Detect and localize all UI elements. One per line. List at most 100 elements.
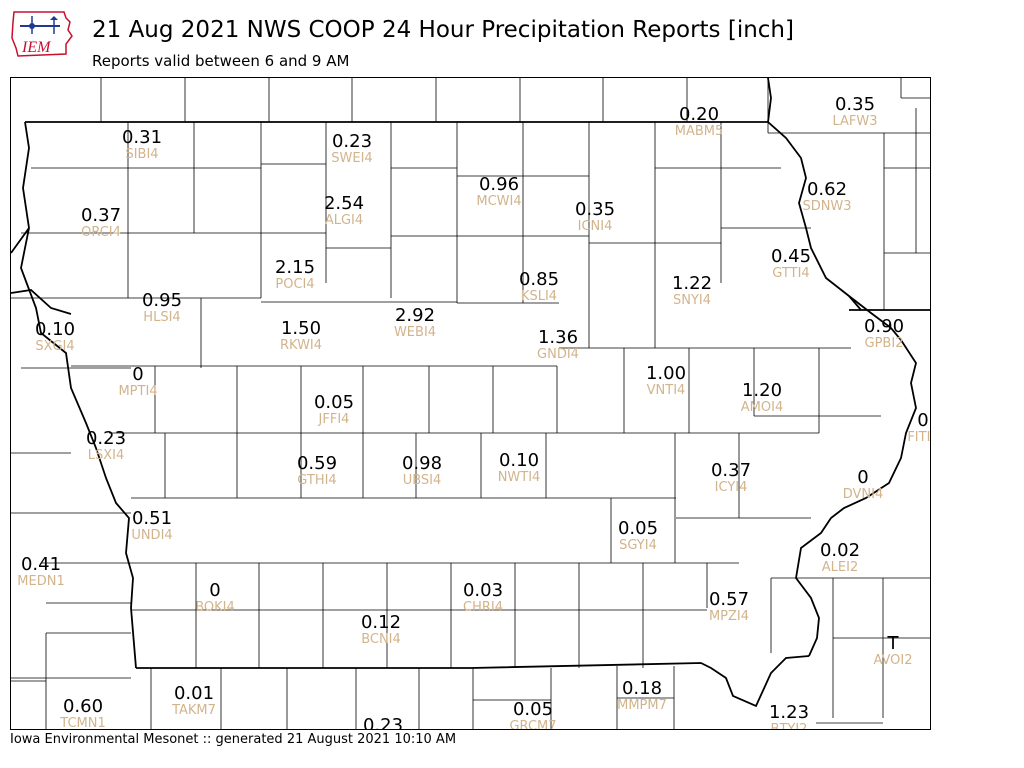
station-value: 0.35 <box>574 199 616 220</box>
station-value: 2.92 <box>394 305 436 326</box>
station-FITI2: 0 FITI2 <box>907 411 931 445</box>
station-id: JFFI4 <box>318 412 350 427</box>
station-TAKM7: 0.01 TAKM7 <box>172 684 216 718</box>
station-GPBI2: 0.90 GPBI2 <box>864 317 904 351</box>
station-UNDI4: 0.51 UNDI4 <box>131 509 172 543</box>
station-id: MCWI4 <box>476 194 522 209</box>
station-id: GRCM7 <box>509 719 557 730</box>
station-value: 0.45 <box>770 246 812 267</box>
station-SDNW3: 0.62 SDNW3 <box>802 180 851 214</box>
station-ORCI4: 0.37 ORCI4 <box>81 206 121 240</box>
station-id: GPBI2 <box>864 336 904 351</box>
station-id: VNTI4 <box>646 383 686 398</box>
iowa-logo-icon: IEM <box>11 11 73 57</box>
iem-logo: IEM <box>10 8 74 62</box>
station-POCI4: 2.15 POCI4 <box>275 258 315 292</box>
station-value: 2.54 <box>323 193 365 214</box>
station-id: UBSI4 <box>402 473 442 488</box>
station-BTYI2: 1.23 BTYI2 <box>769 703 809 730</box>
station-id: AMOI4 <box>740 400 784 415</box>
station-value: 0.05 <box>617 518 659 539</box>
station-id: CHRI4 <box>462 600 503 615</box>
station-value: 0.02 <box>819 540 861 561</box>
station-value: 0.96 <box>478 174 520 195</box>
station-value: 0.23 <box>331 131 373 152</box>
station-MPZI4: 0.57 MPZI4 <box>709 590 749 624</box>
station-id: SDNW3 <box>802 199 852 214</box>
station-value: 0.20 <box>678 104 720 125</box>
station-MEDN1: 0.41 MEDN1 <box>17 555 64 589</box>
station-BOKI4: 0 BOKI4 <box>195 581 235 615</box>
station-id: SIBI4 <box>125 147 159 162</box>
station-id: BTYI2 <box>770 722 808 730</box>
station-value: 0.57 <box>708 589 750 610</box>
station-ICNI4: 0.35 ICNI4 <box>575 200 615 234</box>
station-value: 0.01 <box>173 683 215 704</box>
station-TCMN1: 0.60 TCMN1 <box>60 697 105 730</box>
station-id: FITI2 <box>907 430 931 445</box>
station-GTHI4: 0.59 GTHI4 <box>297 454 337 488</box>
station-id: MABM5 <box>674 124 724 139</box>
station-BETM7: 0.23 BETM7 <box>361 716 406 730</box>
station-id: GTHI4 <box>297 473 337 488</box>
station-SNYI4: 1.22 SNYI4 <box>672 274 712 308</box>
station-id: SXGI4 <box>35 339 75 354</box>
station-id: ORCI4 <box>81 225 121 240</box>
station-id: BCNI4 <box>361 632 401 647</box>
station-value: 0 <box>132 364 144 385</box>
station-value: 0.03 <box>462 580 504 601</box>
station-value: 0.51 <box>131 508 173 529</box>
state-boundaries <box>11 78 930 708</box>
station-value: 1.50 <box>280 318 322 339</box>
station-MPTI4: 0 MPTI4 <box>118 365 157 399</box>
precipitation-map: 0.31 SIBI4 0.23 SWEI4 0.20 MABM5 0.35 LA… <box>10 77 931 730</box>
station-value: 0.59 <box>296 453 338 474</box>
station-value: 1.36 <box>537 327 579 348</box>
station-value: 0.37 <box>80 205 122 226</box>
station-id: LAFW3 <box>832 114 878 129</box>
station-value: 0.95 <box>141 290 183 311</box>
station-value: 0.90 <box>863 316 905 337</box>
station-id: SNYI4 <box>672 293 712 308</box>
station-value: 1.00 <box>645 363 687 384</box>
station-id: MMPM7 <box>617 698 667 713</box>
station-LAFW3: 0.35 LAFW3 <box>832 95 877 129</box>
station-id: MPTI4 <box>118 384 158 399</box>
station-id: RKWI4 <box>279 338 323 353</box>
station-id: KSLI4 <box>520 289 558 304</box>
station-value: 0.60 <box>62 696 104 717</box>
station-MABM5: 0.20 MABM5 <box>675 105 724 139</box>
station-value: 0.35 <box>834 94 876 115</box>
station-GTTI4: 0.45 GTTI4 <box>771 247 811 281</box>
station-id: DVNI4 <box>842 487 884 502</box>
station-LSXI4: 0.23 LSXI4 <box>86 429 126 463</box>
station-value: T <box>887 633 899 654</box>
page-subtitle: Reports valid between 6 and 9 AM <box>92 52 350 70</box>
footer-credit: Iowa Environmental Mesonet :: generated … <box>10 732 457 747</box>
station-id: ICNI4 <box>577 219 613 234</box>
station-MCWI4: 0.96 MCWI4 <box>476 175 521 209</box>
county-lines <box>11 78 930 729</box>
station-SIBI4: 0.31 SIBI4 <box>122 128 162 162</box>
station-id: BOKI4 <box>195 600 235 615</box>
station-value: 1.22 <box>671 273 713 294</box>
station-UBSI4: 0.98 UBSI4 <box>402 454 442 488</box>
station-NWTI4: 0.10 NWTI4 <box>498 451 541 485</box>
station-VNTI4: 1.00 VNTI4 <box>646 364 686 398</box>
station-id: WEBI4 <box>393 325 437 340</box>
station-DVNI4: 0 DVNI4 <box>843 468 884 502</box>
county-boundaries <box>11 78 930 729</box>
station-value: 0.37 <box>710 460 752 481</box>
station-RKWI4: 1.50 RKWI4 <box>280 319 322 353</box>
logo-text: IEM <box>21 39 52 56</box>
station-id: GTTI4 <box>772 266 810 281</box>
station-id: POCI4 <box>275 277 315 292</box>
station-id: UNDI4 <box>131 528 173 543</box>
station-id: TAKM7 <box>172 703 216 718</box>
station-ALEI2: 0.02 ALEI2 <box>820 541 860 575</box>
station-value: 0.12 <box>360 612 402 633</box>
station-id: HLSI4 <box>143 310 181 325</box>
station-value: 0.05 <box>313 392 355 413</box>
station-JFFI4: 0.05 JFFI4 <box>314 393 354 427</box>
station-value: 1.20 <box>741 380 783 401</box>
